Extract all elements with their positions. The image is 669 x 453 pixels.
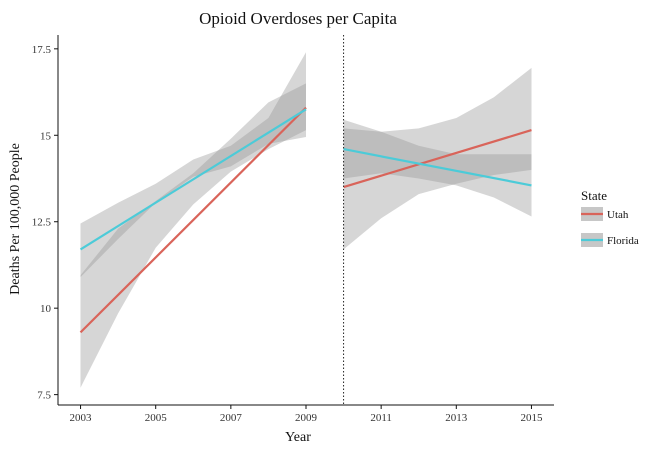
- x-tick-label: 2009: [295, 412, 318, 424]
- x-tick-label: 2007: [220, 412, 243, 424]
- fit-lines: [79, 106, 532, 334]
- axes: 2003 2005 2007 2009 2011 2013 2015 7.5 10 12.5 15 1…: [32, 35, 554, 424]
- line-utah-2: [343, 129, 532, 189]
- legend-title: State: [581, 188, 607, 203]
- legend: State Utah Florida: [581, 188, 639, 247]
- line-florida-1: [79, 108, 307, 251]
- chart-title: Opioid Overdoses per Capita: [199, 9, 397, 28]
- x-axis-label: Year: [285, 430, 311, 445]
- confidence-band-utah-1: [80, 83, 306, 388]
- confidence-bands: [80, 52, 532, 388]
- line-utah-1: [79, 106, 307, 334]
- y-tick-label: 7.5: [37, 390, 51, 402]
- y-tick-label: 17.5: [32, 44, 52, 56]
- x-tick-label: 2003: [70, 412, 93, 424]
- confidence-band-florida-1: [80, 52, 306, 278]
- legend-label-utah: Utah: [607, 209, 629, 221]
- x-tick-label: 2011: [370, 412, 392, 424]
- line-florida-2: [343, 148, 532, 187]
- y-axis-label: Deaths Per 100,000 People: [8, 143, 23, 295]
- y-tick-label: 12.5: [32, 217, 52, 229]
- x-tick-label: 2005: [145, 412, 168, 424]
- legend-label-florida: Florida: [607, 235, 639, 247]
- y-tick-label: 15: [40, 130, 52, 142]
- x-tick-label: 2015: [520, 412, 543, 424]
- y-tick-label: 10: [40, 303, 52, 315]
- x-tick-label: 2013: [445, 412, 468, 424]
